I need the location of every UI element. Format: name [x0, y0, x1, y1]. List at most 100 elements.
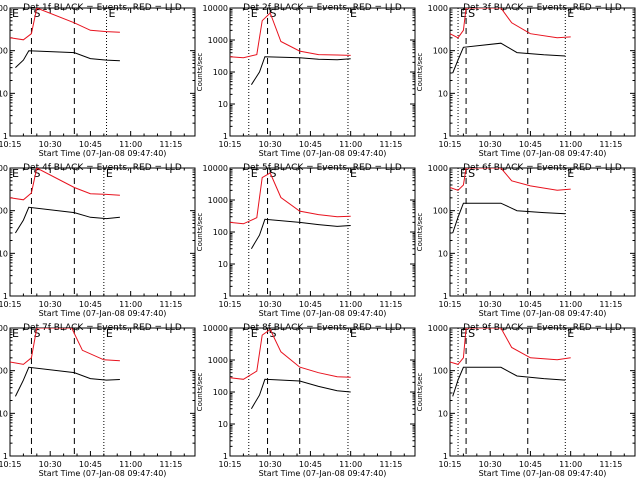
y-axis-label: Counts/sec: [196, 373, 204, 412]
chart-title: Det 4f BLACK = Events, RED = LLD: [23, 163, 182, 173]
lld-series-line: [10, 168, 120, 201]
x-axis-label: Start Time (07-Jan-08 09:47:40): [479, 149, 607, 158]
x-tick-label: 11:15: [159, 140, 182, 149]
x-tick-label: 11:00: [119, 140, 142, 149]
y-tick-label: 100: [0, 47, 8, 56]
lld-series-line: [230, 328, 351, 380]
x-axis-label: Start Time (07-Jan-08 09:47:40): [39, 149, 167, 158]
y-tick-label: 1000: [208, 196, 228, 205]
x-tick-label: 10:30: [259, 140, 282, 149]
event-marker-label: E: [460, 167, 467, 180]
y-tick-label: 1000: [428, 324, 448, 333]
y-tick-label: 10: [0, 249, 8, 258]
y-tick-label: 100: [433, 207, 448, 216]
event-marker-label: S: [33, 327, 40, 340]
events-series-line: [452, 366, 566, 397]
x-tick-label: 11:00: [119, 300, 142, 309]
x-tick-label: 10:15: [0, 300, 22, 309]
x-tick-label: 11:00: [559, 300, 582, 309]
lld-series-line: [450, 168, 571, 191]
y-tick-label: 10: [438, 89, 448, 98]
x-tick-label: 11:00: [339, 140, 362, 149]
x-axis-label: Start Time (07-Jan-08 09:47:40): [39, 469, 167, 478]
event-marker-label: E: [350, 327, 357, 340]
x-tick-label: 11:15: [599, 140, 622, 149]
y-tick-label: 10: [218, 100, 228, 109]
events-series-line: [14, 366, 120, 397]
chart-title: Det 6f BLACK = Events, RED = LLD: [463, 163, 622, 173]
events-series-line: [15, 50, 120, 68]
chart-panel: Det 8f BLACK = Events, RED = LLD 1 10 100 10…: [196, 323, 416, 478]
event-marker-label: S: [468, 167, 475, 180]
y-tick-label: 100: [0, 207, 8, 216]
chart-panel: Det 9f BLACK = Events, RED = LLD 1 10 100 10…: [416, 323, 636, 478]
event-marker-label: E: [106, 327, 113, 340]
y-tick-label: 10000: [203, 4, 228, 13]
y-axis-label: Counts/sec: [196, 53, 204, 92]
y-axis-label: Counts/sec: [196, 213, 204, 252]
x-tick-label: 10:45: [79, 300, 102, 309]
chart-panel: Det 4f BLACK = Events, RED = LLD 1 10 100 10…: [0, 163, 196, 318]
chart-title: Det 1f BLACK = Events, RED = LLD: [23, 3, 182, 13]
chart-panel: Det 1f BLACK = Events, RED = LLD 1 10 100 10…: [0, 3, 196, 158]
y-tick-label: 1: [443, 452, 448, 461]
chart-panel: Det 5f BLACK = Events, RED = LLD 1 10 100 10…: [196, 163, 416, 318]
y-tick-label: 1000: [428, 4, 448, 13]
y-tick-label: 100: [213, 68, 228, 77]
event-marker-label: E: [251, 167, 258, 180]
event-marker-label: S: [468, 327, 475, 340]
lld-series-line: [10, 328, 120, 365]
x-tick-label: 11:15: [379, 460, 402, 469]
x-axis-label: Start Time (07-Jan-08 09:47:40): [479, 469, 607, 478]
event-marker-label: E: [12, 7, 19, 20]
x-axis-label: Start Time (07-Jan-08 09:47:40): [39, 309, 167, 318]
y-tick-label: 1000: [0, 4, 8, 13]
chart-title: Det 7f BLACK = Events, RED = LLD: [23, 323, 182, 333]
event-marker-label: E: [460, 327, 467, 340]
event-marker-label: E: [109, 7, 116, 20]
y-tick-label: 10000: [203, 324, 228, 333]
x-axis-label: Start Time (07-Jan-08 09:47:40): [479, 309, 607, 318]
x-tick-label: 11:00: [119, 460, 142, 469]
x-tick-label: 11:15: [599, 460, 622, 469]
y-axis-label: Counts/sec: [416, 53, 424, 92]
chart-title: Det 3f BLACK = Events, RED = LLD: [463, 3, 622, 13]
x-tick-label: 11:00: [559, 460, 582, 469]
x-tick-label: 10:15: [0, 460, 22, 469]
y-tick-label: 100: [433, 367, 448, 376]
x-axis-label: Start Time (07-Jan-08 09:47:40): [259, 309, 387, 318]
x-tick-label: 11:15: [599, 300, 622, 309]
y-tick-label: 1: [3, 132, 8, 141]
plot-frame: [449, 7, 636, 137]
x-tick-label: 10:15: [438, 140, 461, 149]
event-marker-label: E: [251, 7, 258, 20]
events-series-line: [452, 202, 566, 234]
y-tick-label: 10: [0, 89, 8, 98]
x-tick-label: 10:15: [0, 140, 22, 149]
event-marker-label: E: [12, 167, 19, 180]
event-marker-label: S: [468, 7, 475, 20]
chart-title: Det 2f BLACK = Events, RED = LLD: [243, 3, 402, 13]
x-tick-label: 11:15: [159, 300, 182, 309]
y-tick-label: 1000: [208, 36, 228, 45]
chart-title: Det 9f BLACK = Events, RED = LLD: [463, 323, 622, 333]
events-series-line: [250, 218, 351, 249]
x-axis-label: Start Time (07-Jan-08 09:47:40): [259, 469, 387, 478]
event-marker-label: E: [106, 167, 113, 180]
event-marker-label: E: [567, 167, 574, 180]
y-axis-label: Counts/sec: [416, 373, 424, 412]
y-tick-label: 10: [218, 420, 228, 429]
event-marker-label: S: [270, 167, 277, 180]
events-series-line: [14, 206, 120, 234]
x-tick-label: 11:00: [339, 300, 362, 309]
x-tick-label: 10:30: [259, 300, 282, 309]
events-series-line: [452, 42, 566, 74]
x-axis-label: Start Time (07-Jan-08 09:47:40): [259, 149, 387, 158]
event-marker-label: S: [33, 167, 40, 180]
lld-series-line: [230, 172, 351, 225]
x-tick-label: 10:45: [519, 460, 542, 469]
events-series-line: [250, 378, 351, 409]
x-tick-label: 10:45: [79, 140, 102, 149]
